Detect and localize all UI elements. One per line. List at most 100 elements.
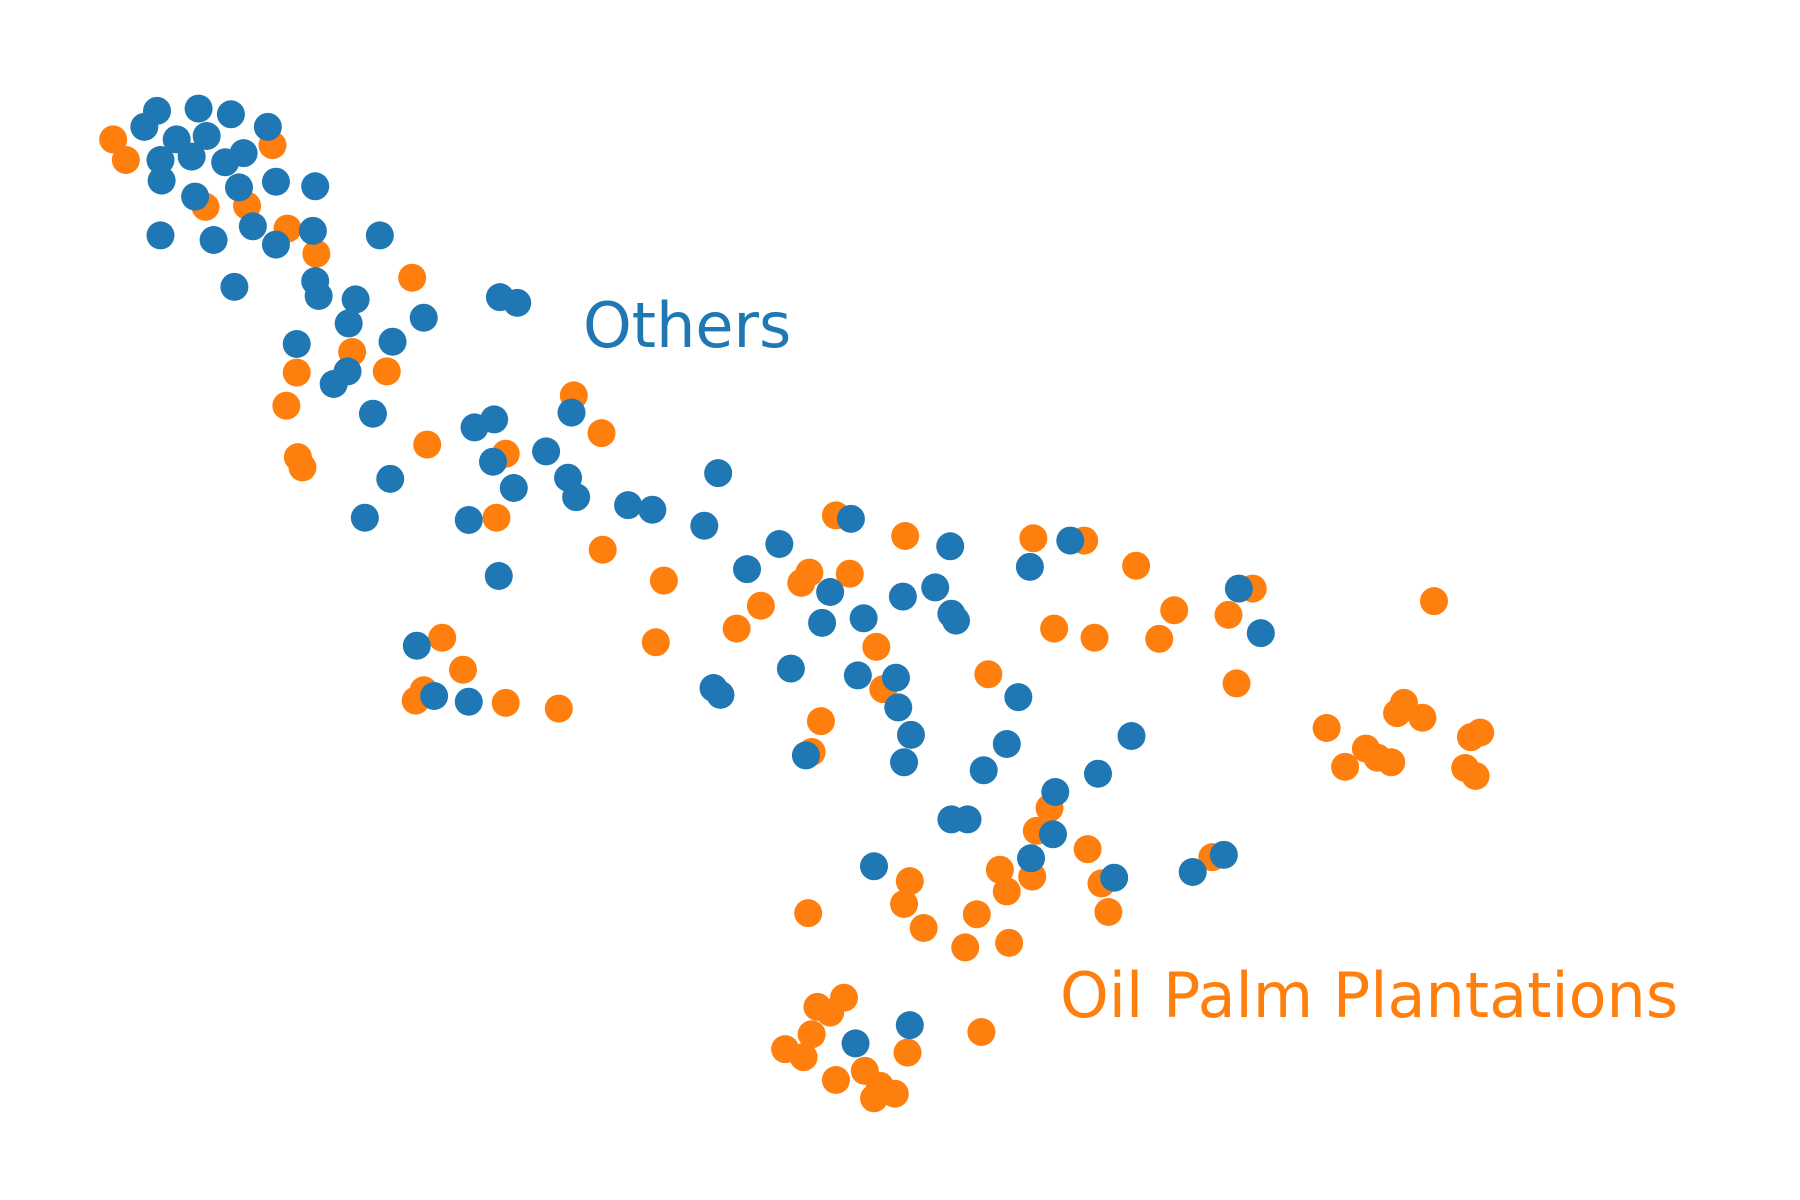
point: [1073, 835, 1102, 864]
point: [479, 447, 508, 476]
point: [216, 100, 245, 129]
point: [111, 146, 140, 174]
point: [420, 682, 449, 710]
point: [350, 503, 379, 532]
point: [220, 272, 249, 301]
point: [1178, 858, 1207, 886]
point: [1080, 623, 1109, 652]
point: [1056, 526, 1085, 555]
point: [413, 430, 442, 459]
point: [704, 459, 733, 488]
point: [985, 855, 1014, 884]
point: [896, 720, 925, 749]
point: [409, 303, 438, 332]
point: [130, 112, 159, 141]
point: [1419, 587, 1448, 616]
point: [1466, 718, 1495, 747]
point: [890, 890, 919, 918]
point: [860, 852, 889, 881]
point: [482, 503, 511, 532]
point: [895, 867, 924, 896]
point: [1122, 551, 1151, 580]
point: [238, 212, 267, 241]
point: [1408, 703, 1437, 732]
point: [690, 511, 719, 540]
point: [588, 535, 617, 564]
point: [1015, 552, 1044, 581]
point: [638, 495, 667, 524]
series-label: Oil Palm Plantations: [1060, 959, 1678, 1032]
point: [951, 933, 980, 962]
point: [562, 483, 591, 512]
point: [282, 330, 311, 358]
point: [1004, 683, 1033, 712]
point: [746, 591, 775, 620]
point: [587, 419, 616, 448]
point: [787, 568, 816, 597]
point: [365, 221, 394, 250]
point: [909, 914, 938, 942]
point: [836, 504, 865, 533]
point: [649, 566, 678, 595]
point: [146, 146, 175, 174]
point: [253, 112, 282, 141]
point: [992, 730, 1021, 758]
point: [722, 614, 751, 643]
point: [893, 1038, 922, 1067]
point: [895, 1011, 924, 1040]
point: [816, 578, 845, 606]
point: [484, 562, 513, 590]
point: [448, 655, 477, 684]
point: [641, 628, 670, 657]
point: [1461, 762, 1490, 790]
point: [298, 216, 327, 245]
point: [499, 474, 528, 502]
point: [1094, 898, 1123, 926]
point: [334, 309, 363, 338]
point: [614, 491, 643, 520]
point: [1038, 820, 1067, 849]
point: [503, 288, 532, 317]
point: [1040, 614, 1069, 643]
point: [843, 661, 872, 690]
point: [849, 604, 878, 633]
point: [1331, 752, 1360, 781]
point: [99, 125, 128, 154]
point: [480, 405, 509, 434]
point: [969, 756, 998, 785]
point: [288, 453, 317, 482]
point: [304, 282, 333, 310]
point: [199, 226, 228, 254]
point: [974, 660, 1003, 689]
point: [953, 805, 982, 834]
point: [835, 559, 864, 588]
point: [797, 1020, 826, 1049]
point: [147, 166, 176, 195]
point: [841, 1029, 870, 1058]
point: [1222, 669, 1251, 698]
point: [806, 707, 835, 736]
point: [282, 358, 311, 387]
point: [428, 623, 457, 652]
point: [1224, 574, 1253, 603]
point: [776, 654, 805, 683]
point: [146, 221, 175, 250]
point: [378, 327, 407, 356]
point: [184, 94, 213, 123]
point: [224, 173, 253, 202]
point: [1017, 844, 1046, 873]
point: [1117, 722, 1146, 750]
point: [888, 582, 917, 611]
point: [557, 398, 586, 427]
point: [995, 928, 1024, 957]
point: [881, 663, 910, 692]
point: [794, 899, 823, 928]
point: [402, 631, 431, 660]
point: [789, 1043, 818, 1072]
point: [880, 1079, 909, 1108]
point: [358, 399, 387, 428]
point: [398, 263, 427, 292]
point: [1100, 863, 1129, 892]
point: [1214, 600, 1243, 629]
